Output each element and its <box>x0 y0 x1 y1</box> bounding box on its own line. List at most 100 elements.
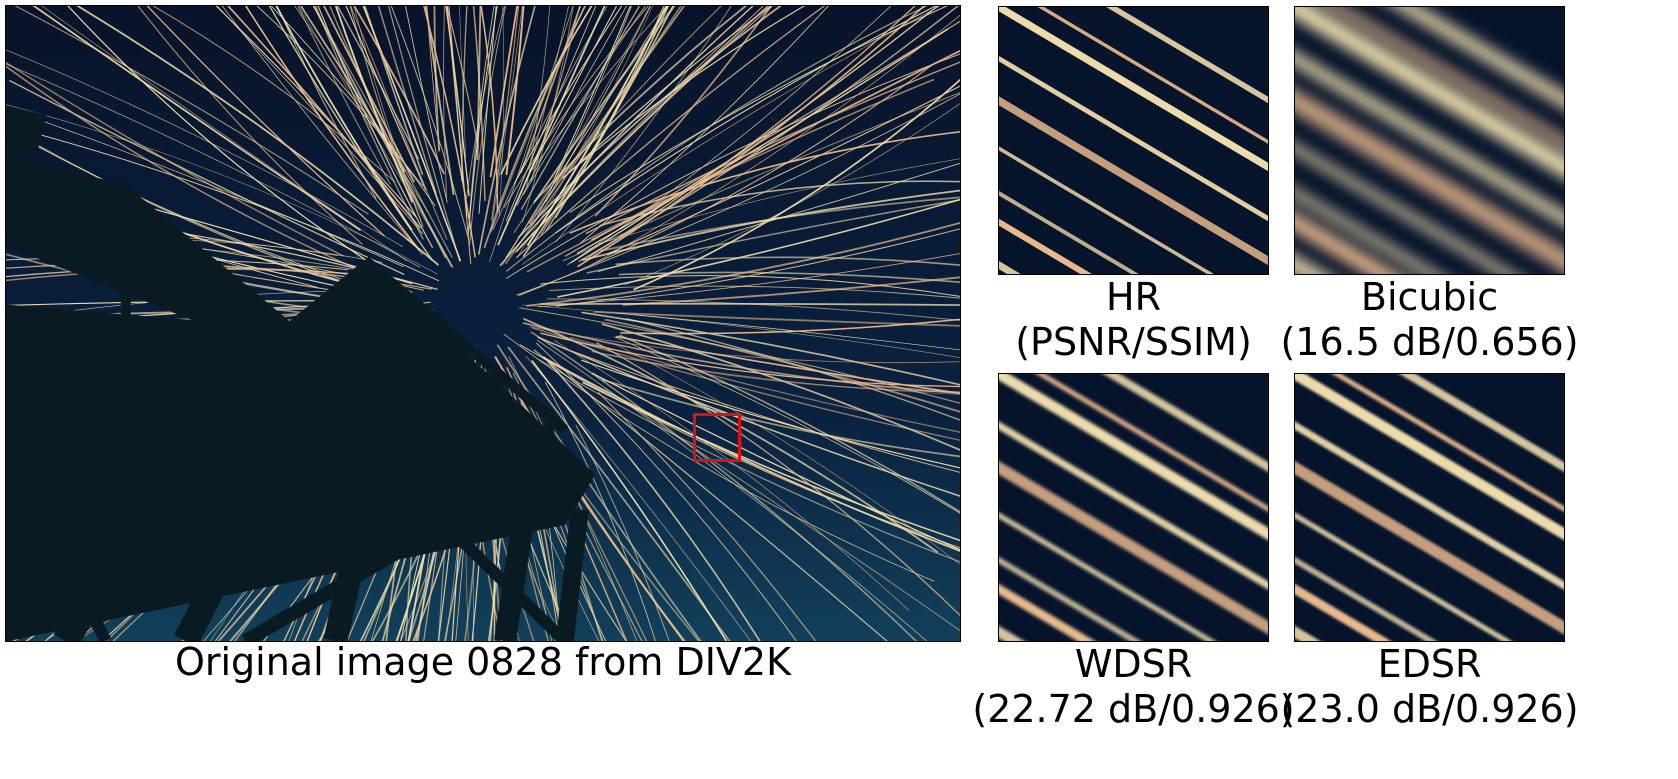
star-trail <box>499 6 754 267</box>
star-trail <box>244 6 420 251</box>
star-trail <box>563 6 773 179</box>
star-trail <box>618 271 960 284</box>
star-trail <box>216 6 424 235</box>
star-trail <box>294 6 429 214</box>
star-trail <box>549 285 960 299</box>
star-trail <box>446 6 479 149</box>
star-trail <box>489 6 574 262</box>
crop-streak <box>1295 512 1512 641</box>
star-trail <box>499 6 505 217</box>
star-trail <box>14 6 369 215</box>
star-trail <box>522 322 960 395</box>
crop-bicubic-metric: (16.5 dB/0.656) <box>1280 320 1579 364</box>
crop-streak <box>1295 88 1564 273</box>
crop-streak <box>999 7 1268 172</box>
star-trail <box>531 6 569 161</box>
star-trail <box>505 6 682 265</box>
star-trail <box>537 336 960 497</box>
wooden-structure-silhouette <box>6 105 596 641</box>
star-trail <box>528 6 686 225</box>
crop-streak <box>1295 374 1564 541</box>
star-trail <box>513 6 623 184</box>
star-trail <box>519 6 773 248</box>
star-trail <box>601 323 960 451</box>
star-trail <box>516 6 654 259</box>
crop-streak <box>1295 7 1564 179</box>
star-trail <box>317 6 434 249</box>
crop-edsr-metric: (23.0 dB/0.926) <box>1280 687 1579 731</box>
star-trail <box>617 312 960 351</box>
star-trail <box>6 104 438 275</box>
star-trail <box>312 6 453 268</box>
star-trail <box>589 14 960 266</box>
star-trail <box>554 340 910 611</box>
star-trail <box>515 6 826 259</box>
crop-wdsr-image <box>999 374 1268 641</box>
star-trail <box>489 6 519 178</box>
star-trail <box>6 124 440 282</box>
star-trail <box>491 6 520 221</box>
star-trail <box>615 335 960 395</box>
star-trail <box>516 6 627 206</box>
crop-streak <box>999 190 1139 274</box>
star-trail <box>529 326 960 364</box>
star-trail <box>591 372 960 551</box>
star-trail <box>620 318 960 335</box>
crop-streak <box>1392 7 1564 109</box>
star-trail <box>540 332 960 388</box>
star-trail <box>531 327 960 441</box>
star-trail <box>520 6 582 173</box>
star-trail <box>626 318 960 421</box>
star-trail <box>507 346 731 641</box>
star-trail <box>516 93 960 296</box>
star-trail <box>600 196 960 252</box>
star-trail <box>276 6 377 200</box>
star-trail <box>555 6 732 243</box>
star-trail <box>67 6 386 274</box>
crop-streak <box>999 461 1268 635</box>
star-trail <box>336 6 420 160</box>
star-trail <box>593 310 960 327</box>
star-trail <box>514 6 764 254</box>
star-trail <box>569 6 949 213</box>
star-trail <box>137 6 363 245</box>
star-trail <box>544 381 656 641</box>
star-trail <box>615 256 960 266</box>
star-trail <box>512 451 627 641</box>
crop-streak <box>999 584 1095 641</box>
star-trail <box>555 228 960 307</box>
star-trail <box>522 6 941 265</box>
original-image-panel <box>5 5 961 642</box>
star-trail <box>624 103 960 286</box>
star-trail <box>503 333 935 582</box>
star-trail <box>334 6 414 203</box>
crop-hr-image <box>999 7 1268 274</box>
star-trail <box>461 6 468 181</box>
star-trail <box>467 6 495 235</box>
star-trail <box>588 6 916 258</box>
star-trail <box>517 6 782 239</box>
star-trail <box>146 6 385 237</box>
star-trail <box>619 334 960 513</box>
star-trail <box>562 92 960 262</box>
star-trail <box>442 6 448 198</box>
crop-wdsr-metric: (22.72 dB/0.926) <box>972 687 1295 731</box>
star-trail <box>426 6 440 150</box>
crop-streak <box>999 96 1268 266</box>
star-trail <box>505 6 597 222</box>
crop-hr-caption: HR (PSNR/SSIM) <box>958 275 1309 365</box>
star-trail <box>517 452 566 641</box>
star-trail <box>390 6 470 240</box>
crop-bicubic-name: Bicubic <box>1360 275 1499 319</box>
star-trail <box>534 6 633 222</box>
star-trail <box>437 449 462 641</box>
crop-wdsr-caption: WDSR (22.72 dB/0.926) <box>958 642 1309 732</box>
star-trail <box>377 6 437 194</box>
star-trail <box>323 6 415 183</box>
star-trail <box>526 221 960 307</box>
crop-streak <box>999 374 1268 541</box>
star-trail <box>459 6 467 158</box>
star-trail <box>468 6 507 246</box>
star-trail <box>221 6 424 256</box>
crop-bicubic-caption: Bicubic (16.5 dB/0.656) <box>1254 275 1605 365</box>
